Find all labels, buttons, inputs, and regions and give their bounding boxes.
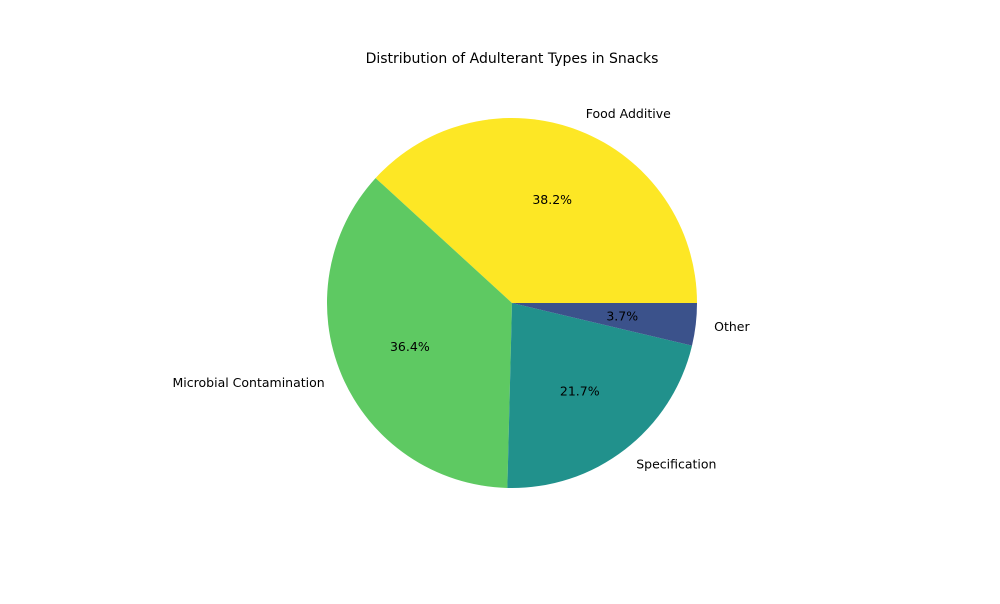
slice-label-specification: Specification	[636, 457, 716, 472]
pct-label-other: 3.7%	[606, 308, 638, 323]
pct-label-microbial-contamination: 36.4%	[390, 339, 430, 354]
slice-label-food-additive: Food Additive	[586, 106, 671, 121]
pie-slice-microbial-contamination	[326, 178, 512, 488]
pct-label-specification: 21.7%	[560, 383, 600, 398]
chart-title: Distribution of Adulterant Types in Snac…	[366, 51, 659, 67]
pie-slices	[326, 117, 697, 488]
slice-label-microbial-contamination: Microbial Contamination	[173, 375, 325, 390]
pct-label-food-additive: 38.2%	[532, 192, 572, 207]
pie-slice-specification	[507, 303, 693, 488]
pie-labels: Food Additive 38.2% Microbial Contaminatio…	[173, 106, 751, 472]
pie-slice-food-additive	[375, 117, 697, 303]
slice-label-other: Other	[714, 319, 750, 334]
pie-slice-other	[512, 303, 697, 346]
